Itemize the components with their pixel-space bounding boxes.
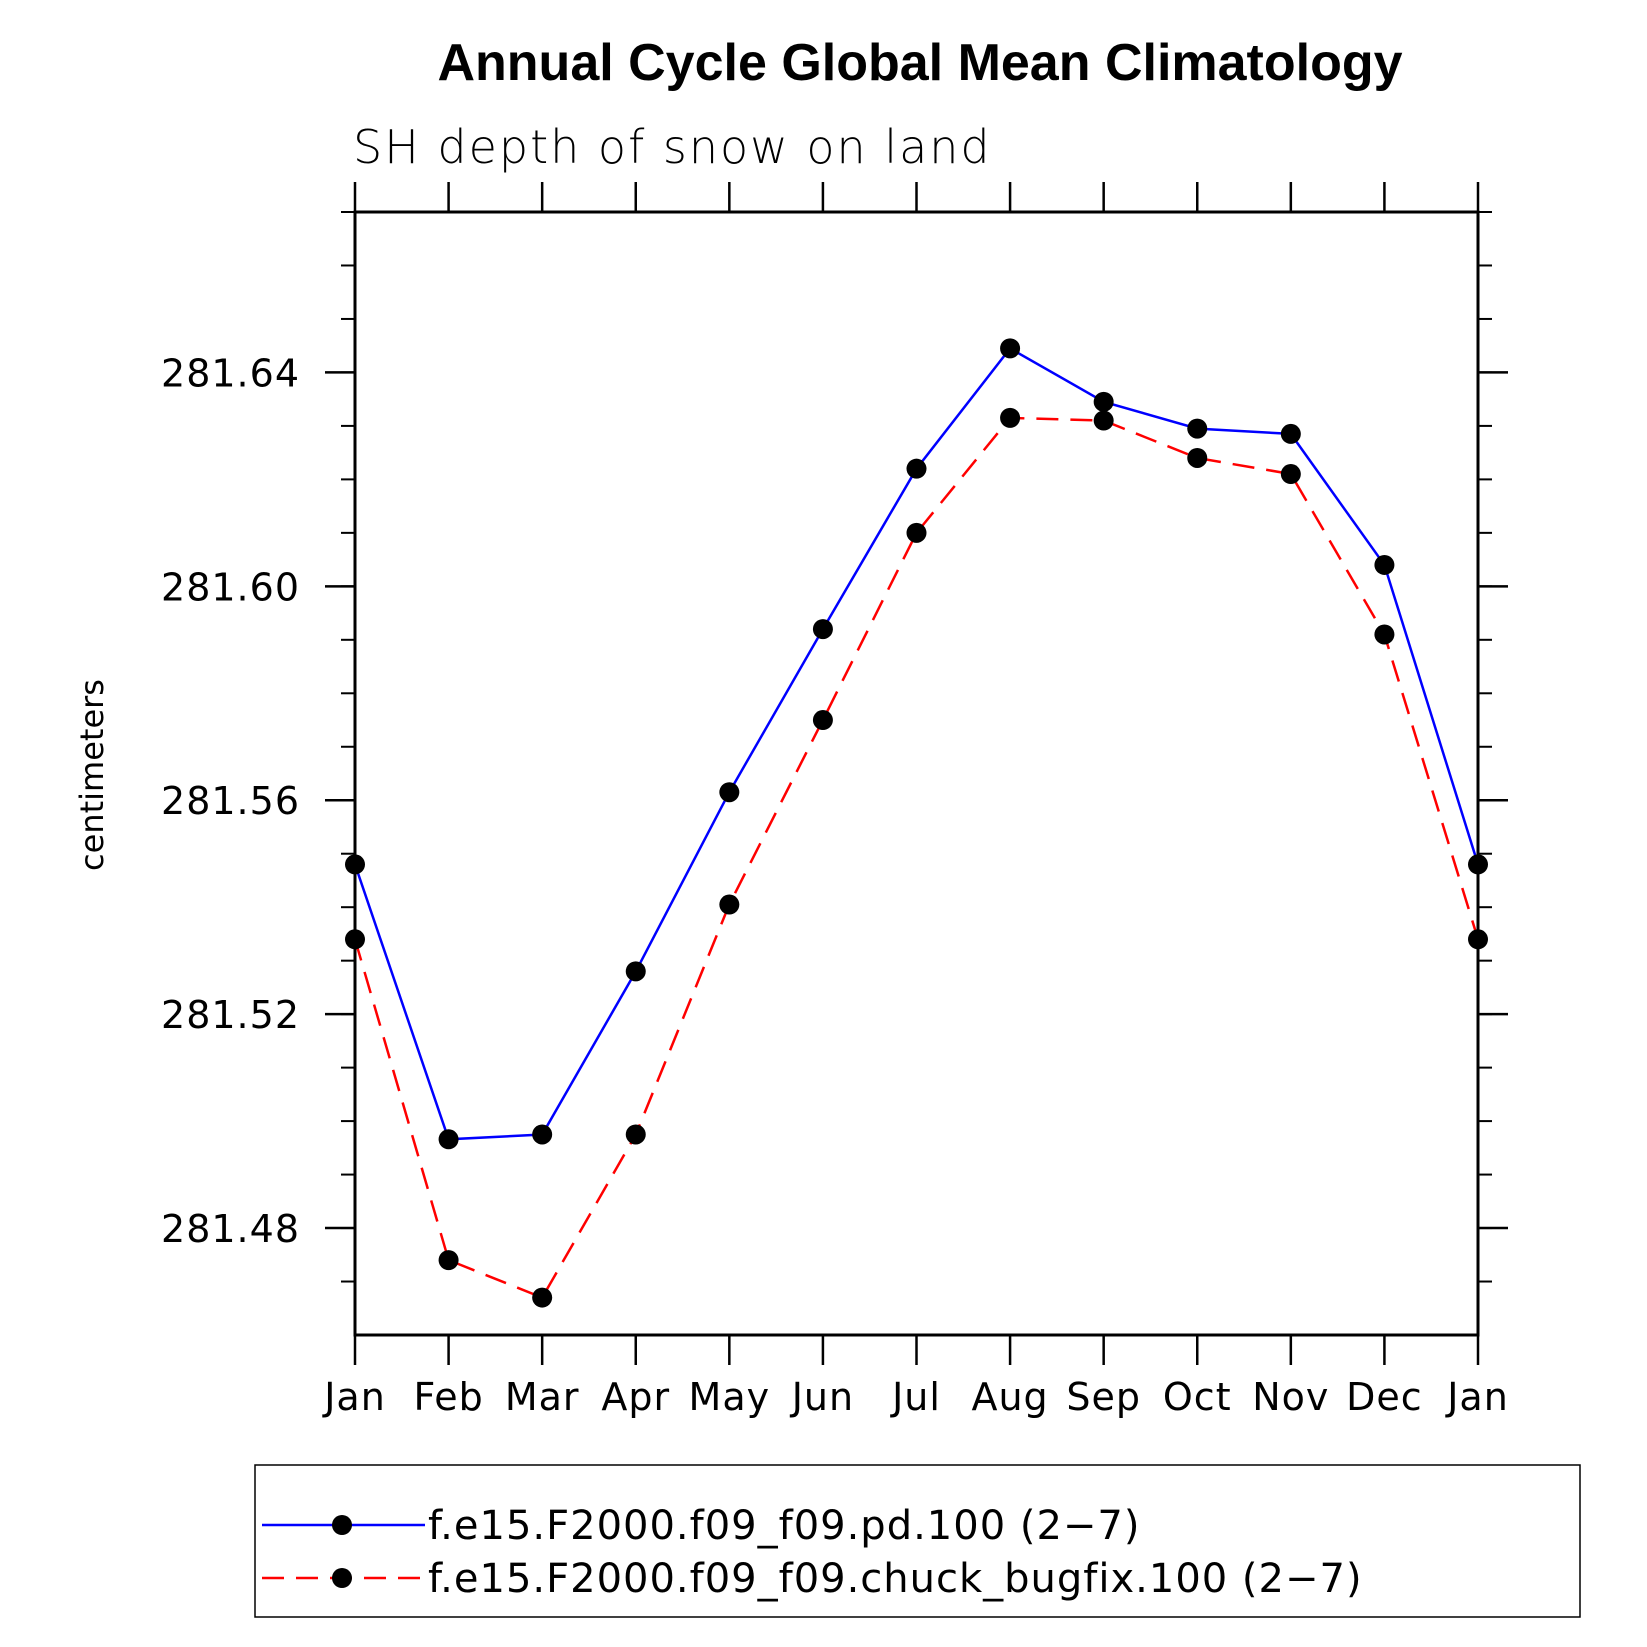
x-tick-label: Sep	[1066, 1375, 1141, 1419]
x-tick-label: Aug	[971, 1375, 1048, 1419]
x-tick-label: Mar	[505, 1375, 580, 1419]
series-1-point	[532, 1124, 553, 1145]
y-axis-label: centimeters	[73, 679, 111, 871]
series-1-point	[1468, 854, 1488, 875]
series-line-2	[353, 416, 1480, 1300]
series-1-point	[1374, 554, 1395, 575]
x-tick-label: Jan	[1445, 1375, 1509, 1419]
series-2-point	[1000, 407, 1021, 428]
x-tick-label: Jan	[322, 1375, 386, 1419]
series-1-point	[906, 458, 927, 479]
series-layer	[345, 338, 1488, 1308]
series-1-point	[438, 1129, 459, 1150]
series-1-point	[719, 782, 740, 803]
y-tick-label: 281.64	[161, 351, 300, 395]
series-1-point	[1093, 391, 1114, 412]
series-1-point	[1187, 418, 1208, 439]
plot-frame	[353, 210, 1480, 1337]
y-tick-label: 281.60	[161, 565, 300, 609]
series-1-point	[345, 854, 365, 875]
x-tick-label: Apr	[601, 1375, 670, 1419]
x-tick-label: May	[689, 1375, 771, 1419]
series-2-point	[1374, 624, 1395, 645]
legend: f.e15.F2000.f09_f09.pd.100 (2−7) f.e15.F2…	[262, 1503, 1363, 1602]
series-2-point	[1468, 929, 1488, 950]
legend-marker-1	[332, 1515, 352, 1535]
series-2-point	[438, 1250, 459, 1271]
x-tick-label: Jun	[790, 1375, 854, 1419]
series-1-point	[1000, 338, 1021, 359]
series-2-point	[719, 894, 740, 915]
series-1-point	[1280, 423, 1301, 444]
series-2-point	[1280, 464, 1301, 485]
series-1-point	[625, 961, 646, 982]
series-2-point	[345, 929, 365, 950]
series-1-point	[812, 619, 833, 640]
chart-subtitle: SH depth of snow on land	[353, 120, 992, 174]
x-tick-label: Feb	[413, 1375, 483, 1419]
series-2-point	[532, 1287, 553, 1308]
x-tick-label: Jul	[890, 1375, 941, 1419]
x-tick-label: Oct	[1163, 1375, 1232, 1419]
series-2-point	[625, 1124, 646, 1145]
series-2-point	[1187, 447, 1208, 468]
y-tick-label: 281.52	[161, 993, 300, 1037]
legend-marker-2	[332, 1568, 352, 1588]
series-2-point	[906, 522, 927, 543]
legend-label-2: f.e15.F2000.f09_f09.chuck_bugfix.100 (2−…	[428, 1556, 1363, 1602]
series-2-point	[1093, 410, 1114, 431]
y-tick-label: 281.48	[161, 1207, 300, 1251]
chart-title: Annual Cycle Global Mean Climatology	[437, 34, 1402, 92]
series-2-point	[812, 710, 833, 731]
legend-box	[254, 1464, 1581, 1618]
x-tick-label: Dec	[1346, 1375, 1423, 1419]
y-tick-label: 281.56	[161, 779, 300, 823]
x-tick-label: Nov	[1252, 1375, 1329, 1419]
axes: Jan Feb Mar Apr May Jun Jul Aug Sep Oct Nov Dec Jan 2…	[161, 182, 1509, 1419]
legend-label-1: f.e15.F2000.f09_f09.pd.100 (2−7)	[428, 1503, 1141, 1549]
